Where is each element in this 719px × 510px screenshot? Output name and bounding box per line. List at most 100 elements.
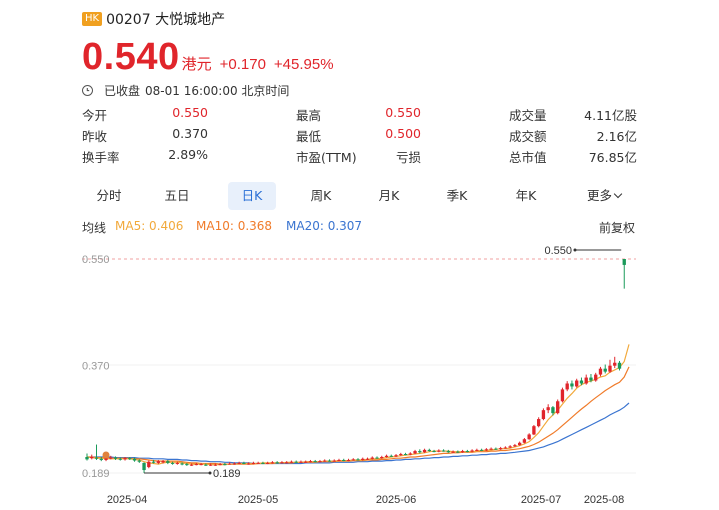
ma-legend: 均线 MA5: 0.406 MA10: 0.368 MA20: 0.307 前复… [82,219,635,235]
candle [513,443,517,447]
candle-body [242,462,246,464]
tab-yearly-k[interactable]: 年K [515,188,537,203]
candle [418,449,422,454]
candle [517,441,522,446]
candle-body [579,380,584,384]
candles [85,259,626,473]
candle [403,452,408,456]
stat-value: 0.550 [172,105,208,120]
candle [189,463,194,466]
candle [460,449,465,453]
tab-intraday[interactable]: 分时 [96,188,122,203]
tab-five-day[interactable]: 五日 [164,188,190,203]
candle [237,461,241,465]
candle [204,463,208,466]
high-marker-dot [573,248,577,252]
candle-body [94,457,99,459]
candle-body [475,449,479,451]
candle [294,460,298,463]
price-change-percent: +45.95% [273,56,334,73]
candle-body [351,459,355,461]
event-marker-dot [102,451,110,459]
candle [327,459,332,462]
candle-body [375,457,379,459]
candle-body [508,446,512,448]
candle [546,404,550,414]
chart-grid [82,258,636,474]
candle [213,463,218,466]
candle [384,454,389,458]
chart-annotations: 0.550 0.189 [102,245,622,480]
candle-body [180,463,184,465]
candle [99,456,103,462]
candle [484,448,489,452]
market-status: 已收盘 08-01 16:00:00 北京时间 [82,82,289,99]
period-tabs: 分时 五日 日K 周K 月K 季K 年K 更多 [82,182,642,212]
candle [208,463,213,466]
y-tick-label: 0.189 [82,468,110,480]
candle-body [413,451,417,454]
candle-body [503,447,508,449]
candle [232,462,237,465]
candle-body [266,462,270,464]
candle [299,460,303,463]
tab-quarterly-k[interactable]: 季K [446,188,468,203]
candle-body [513,445,517,447]
stat-label: 成交量 [509,108,547,123]
ma10-value: MA10: 0.368 [196,219,273,233]
y-tick-label: 0.370 [82,361,110,373]
kline-chart[interactable]: 0.550 0.189 0.550 0.370 0.189 2025-04 2025-05… [0,240,719,510]
candle-body [185,464,189,466]
candle [166,459,170,465]
candle [170,461,175,465]
candle [399,452,403,456]
tab-more-label: 更多 [586,188,612,203]
candle [285,461,289,464]
candle-body [498,448,503,450]
stat-label: 市盈(TTM) [296,150,357,165]
x-tick-label: 2025-07 [521,494,561,506]
stat-label: 今开 [82,108,108,123]
candle-body [418,451,422,453]
stat-label: 换手率 [82,150,120,165]
candle-body [170,462,175,464]
candle-body [194,464,199,466]
stat-value: 亏损 [395,150,421,165]
candle [85,453,89,461]
candle-body [156,461,160,463]
candle-body [151,461,156,463]
candle-body [370,457,374,459]
candle [617,360,622,371]
tab-monthly-k[interactable]: 月K [378,188,400,203]
clock-icon [82,85,93,96]
stats-row: 昨收 0.370 最低 0.500 成交额 2.16亿 [82,126,637,147]
candle-body [451,451,455,453]
candle-body [456,451,460,453]
candle-body [323,460,327,462]
candle-body [285,462,289,464]
candle-body [441,450,446,452]
candle-body [332,460,336,462]
candle-body [403,454,408,456]
tab-more[interactable]: 更多 [574,182,634,210]
candle [270,461,275,464]
candle [508,445,512,449]
tab-daily-k[interactable]: 日K [228,182,276,210]
candle-body [489,448,493,450]
adjust-mode[interactable]: 前复权 [598,221,635,235]
candle [223,462,227,466]
price-row: 0.540 港元 +0.170 +45.95% [82,36,334,80]
candle [261,461,265,465]
candle [432,449,436,453]
candle-body [223,464,227,466]
candle [156,459,160,465]
stat-label: 最高 [296,108,322,123]
candle [541,408,546,421]
candle-body [584,377,588,384]
tab-weekly-k[interactable]: 周K [310,188,332,203]
candle-body [128,458,132,460]
candle [408,452,412,456]
candle-body [85,456,89,460]
candle [227,462,232,465]
candle-body [546,407,550,411]
